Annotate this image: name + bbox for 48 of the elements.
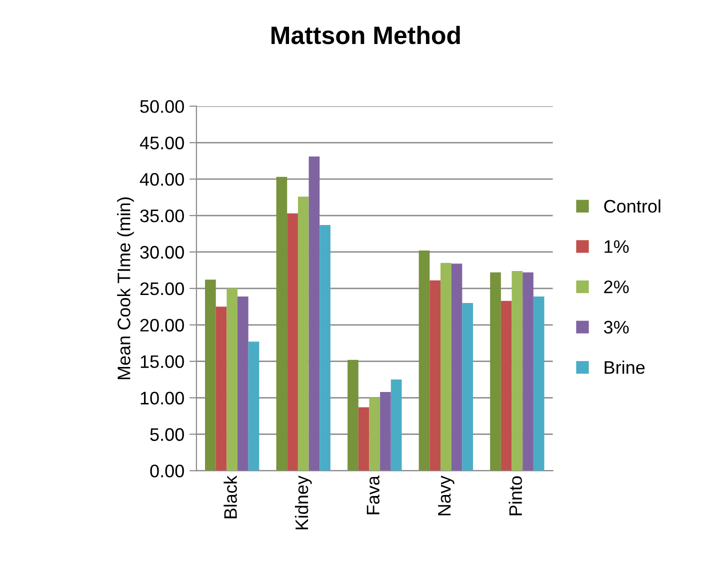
bar [358,407,370,471]
bar [522,272,534,471]
y-tick-label: 15.00 [140,355,184,368]
y-tick-label: 40.00 [140,173,184,186]
legend-label: 2% [604,280,629,294]
bar [216,306,227,471]
bar [238,296,248,471]
y-tick-label: 45.00 [140,136,184,150]
y-tick-label: 10.00 [140,392,184,404]
bar [226,288,238,471]
bar [320,225,330,471]
y-tick-label: 5.00 [150,428,184,441]
x-tick-label: Pinto [508,476,522,516]
legend-label: 1% [604,240,629,253]
bar [430,280,440,471]
y-tick-label: 20.00 [140,318,184,332]
y-tick-label: 35.00 [140,209,184,222]
bar [512,270,523,471]
bar [298,196,309,471]
bar [533,296,544,471]
y-tick-label: 30.00 [140,246,184,259]
x-tick-label: Navy [438,476,454,516]
bar [490,272,501,471]
bar [390,380,402,471]
legend-label: Brine [604,360,645,374]
bar [462,303,473,471]
bar [205,280,216,471]
bar [418,250,430,471]
bar [348,360,358,471]
legend-label: 3% [604,320,629,334]
bar [308,156,320,471]
y-tick-label: 25.00 [140,282,184,296]
x-tick-label: Kidney [294,476,312,530]
y-tick-label: 0.00 [150,464,184,478]
chart-title: Mattson Method [272,26,460,44]
bar [500,300,512,471]
legend-label: Control [604,199,660,213]
bar [380,392,391,471]
bar [451,264,462,471]
x-tick-label: Fava [366,476,380,514]
y-axis-title: Mean Cook TIme (min) [117,197,134,380]
bar [440,262,452,471]
bar [369,398,380,471]
bar [248,342,260,471]
x-tick-label: Black [224,476,237,518]
bar [276,176,288,471]
y-tick-label: 50.00 [140,100,184,113]
bar [287,213,298,471]
